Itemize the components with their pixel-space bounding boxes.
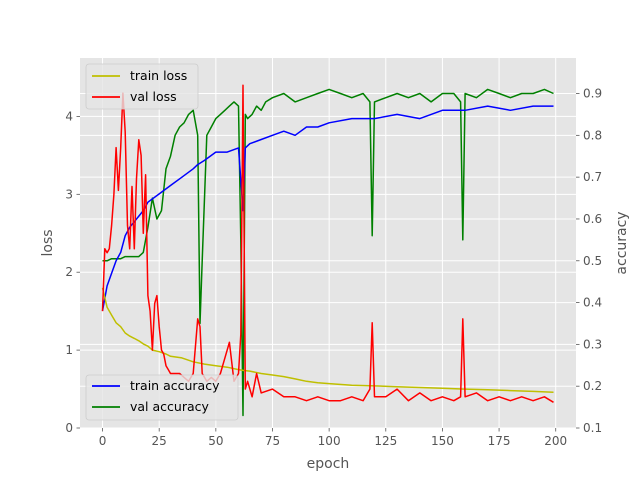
x-tick-label: 175: [488, 434, 511, 448]
y-left-tick-label: 0: [65, 421, 73, 435]
legend-loss: train loss val loss: [85, 63, 199, 110]
legend-label-val-loss: val loss: [130, 89, 177, 104]
x-tick-label: 125: [374, 434, 397, 448]
x-tick-label: 0: [99, 434, 107, 448]
y-right-tick-label: 0.9: [583, 87, 602, 101]
y-left-tick-label: 4: [65, 109, 73, 123]
y-left-tick-label: 1: [65, 343, 73, 357]
x-tick-label: 100: [318, 434, 341, 448]
y-left-tick-label: 2: [65, 265, 73, 279]
plot-background: [80, 58, 576, 428]
legend-accuracy: train accuracy val accuracy: [85, 374, 239, 421]
y-right-tick-label: 0.6: [583, 212, 602, 226]
y-right-tick-label: 0.8: [583, 128, 602, 142]
x-tick-label: 200: [544, 434, 567, 448]
x-tick-label: 150: [431, 434, 454, 448]
y-right-tick-label: 0.3: [583, 337, 602, 351]
y-axis-left-label: loss: [40, 229, 56, 256]
y-right-tick-label: 0.2: [583, 379, 602, 393]
y-right-tick-label: 0.4: [583, 296, 602, 310]
x-tick-label: 50: [208, 434, 223, 448]
legend-label-train-accuracy: train accuracy: [130, 378, 220, 393]
y-right-tick-label: 0.1: [583, 421, 602, 435]
y-right-tick-label: 0.5: [583, 254, 602, 268]
legend-label-val-accuracy: val accuracy: [130, 399, 210, 414]
grid: [80, 58, 576, 429]
y-right-tick-label: 0.7: [583, 170, 602, 184]
legend-accuracy-box: [85, 374, 239, 421]
legend-label-train-loss: train loss: [130, 68, 187, 83]
series-line-val-accuracy: [102, 88, 554, 417]
ticks: 0 25 50 75 100 125 150 175 200 0 1 2 3 4 0.1 0.2 0.3 0.4 0…: [65, 87, 602, 448]
x-tick-label: 25: [152, 434, 167, 448]
y-axis-right-label: accuracy: [614, 211, 630, 274]
series-line-train-accuracy: [101, 105, 554, 312]
x-axis-label: epoch: [307, 456, 350, 472]
y-left-tick-label: 3: [65, 187, 73, 201]
x-tick-label: 75: [265, 434, 280, 448]
